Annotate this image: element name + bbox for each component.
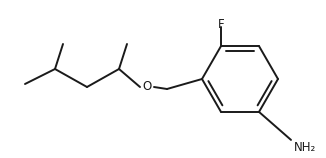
Text: NH₂: NH₂ <box>294 141 316 154</box>
Text: O: O <box>142 80 152 94</box>
Text: F: F <box>218 18 224 31</box>
